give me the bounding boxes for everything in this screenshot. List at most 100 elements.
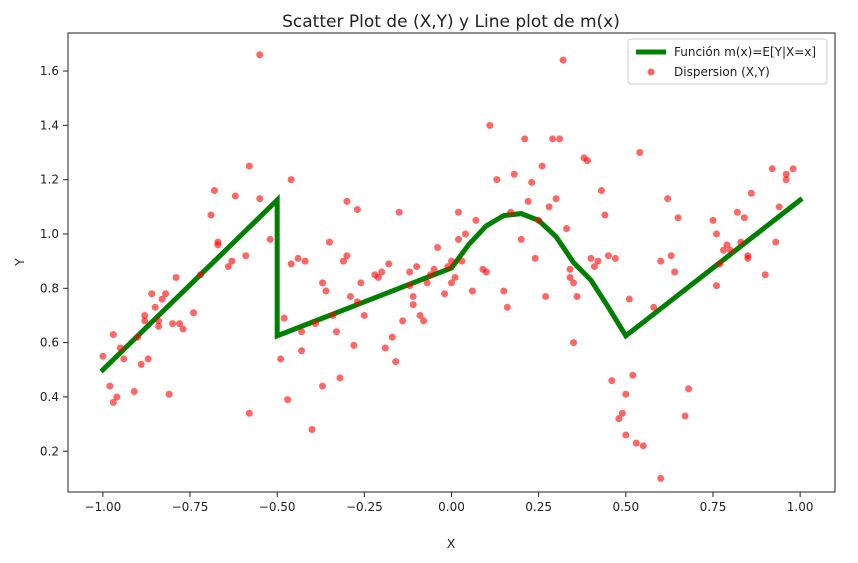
scatter-point: [587, 254, 595, 262]
scatter-point: [716, 260, 724, 268]
x-tick-label: −0.75: [172, 500, 209, 514]
scatter-point: [570, 339, 578, 347]
scatter-point: [618, 409, 626, 417]
scatter-point: [141, 317, 149, 325]
scatter-point: [671, 268, 679, 276]
y-tick-label: 1.0: [40, 227, 59, 241]
scatter-point: [308, 426, 316, 434]
scatter-point: [472, 216, 480, 224]
scatter-point: [454, 235, 462, 243]
scatter-point: [284, 396, 292, 404]
scatter-point: [761, 271, 769, 279]
scatter-point: [360, 311, 368, 319]
scatter-point: [549, 135, 557, 143]
scatter-point: [346, 292, 354, 300]
x-axis: −1.00 −0.75 −0.50 −0.25 0.00 0.25 0.50 0.75 1.00: [84, 492, 813, 514]
scatter-point: [615, 415, 623, 423]
scatter-point: [789, 165, 797, 173]
scatter-point: [507, 208, 515, 216]
scatter-point: [461, 230, 469, 238]
scatter-point: [594, 257, 602, 265]
scatter-point: [744, 252, 752, 260]
scatter-point: [106, 382, 114, 390]
scatter-point: [336, 374, 344, 382]
scatter-point: [256, 195, 264, 203]
scatter-point: [319, 279, 326, 287]
scatter-point: [538, 162, 546, 170]
scatter-point: [148, 290, 156, 298]
y-axis: 0.2 0.4 0.6 0.8 1.0 1.2 1.4 1.6: [40, 64, 68, 458]
scatter-point: [381, 344, 389, 352]
scatter-point: [709, 216, 717, 224]
scatter-point: [604, 252, 612, 260]
scatter-point: [130, 388, 138, 396]
scatter-point: [503, 303, 511, 311]
scatter-point: [458, 257, 466, 265]
scatter-point: [409, 301, 417, 309]
legend-marker-swatch: [647, 68, 655, 76]
scatter-point: [563, 225, 571, 233]
scatter-point: [566, 273, 574, 281]
scatter-point: [566, 265, 574, 273]
scatter-point: [228, 257, 236, 265]
scatter-point: [298, 328, 306, 336]
scatter-point: [319, 382, 326, 390]
y-tick-label: 1.6: [40, 64, 59, 78]
scatter-point: [657, 257, 665, 265]
scatter-point: [113, 393, 121, 401]
scatter-point: [339, 257, 347, 265]
scatter-point: [486, 121, 494, 129]
scatter-point: [134, 333, 142, 341]
x-tick-label: 0.00: [438, 500, 465, 514]
scatter-point: [176, 320, 184, 328]
scatter-point: [448, 279, 455, 287]
scatter-point: [151, 303, 159, 311]
scatter-point: [196, 271, 204, 279]
scatter-point: [712, 230, 720, 238]
scatter-point: [420, 317, 428, 325]
scatter-point: [210, 187, 218, 195]
y-axis-label: Y: [12, 258, 27, 267]
scatter-point: [740, 214, 748, 222]
y-tick-label: 0.6: [40, 336, 59, 350]
scatter-point: [343, 252, 351, 260]
scatter-point: [664, 195, 672, 203]
scatter-point: [214, 241, 222, 249]
scatter-point: [169, 320, 177, 328]
scatter-point: [681, 412, 689, 420]
scatter-point: [500, 287, 508, 295]
scatter-point: [224, 263, 232, 271]
x-tick-label: −0.50: [259, 500, 296, 514]
scatter-point: [374, 273, 382, 281]
scatter-point: [611, 254, 619, 262]
scatter-point: [622, 390, 630, 398]
scatter-point: [322, 287, 330, 295]
scatter-point: [406, 282, 414, 290]
scatter-point: [510, 170, 518, 178]
scatter-point: [723, 241, 731, 249]
scatter-point: [454, 208, 462, 216]
scatter-point: [768, 165, 776, 173]
scatter-point: [395, 208, 403, 216]
scatter-point: [733, 208, 741, 216]
scatter-point: [109, 398, 117, 406]
scatter-point: [190, 309, 198, 317]
scatter-point: [137, 360, 145, 368]
scatter-point: [535, 216, 543, 224]
scatter-point: [155, 317, 163, 325]
scatter-point: [357, 279, 365, 287]
scatter-point: [685, 385, 693, 393]
legend: Función m(x)=E[Y|X=x] Dispersion (X,Y): [627, 38, 828, 85]
scatter-point: [434, 244, 442, 252]
scatter-point: [597, 187, 605, 195]
x-axis-label: X: [447, 536, 456, 551]
scatter-point: [531, 254, 539, 262]
scatter-point: [632, 439, 640, 447]
y-tick-label: 0.2: [40, 444, 59, 458]
scatter-point: [556, 135, 564, 143]
scatter-point: [155, 322, 163, 330]
scatter-point: [144, 355, 152, 363]
scatter-point: [590, 263, 598, 271]
scatter-point: [482, 268, 490, 276]
scatter-point: [622, 431, 630, 439]
